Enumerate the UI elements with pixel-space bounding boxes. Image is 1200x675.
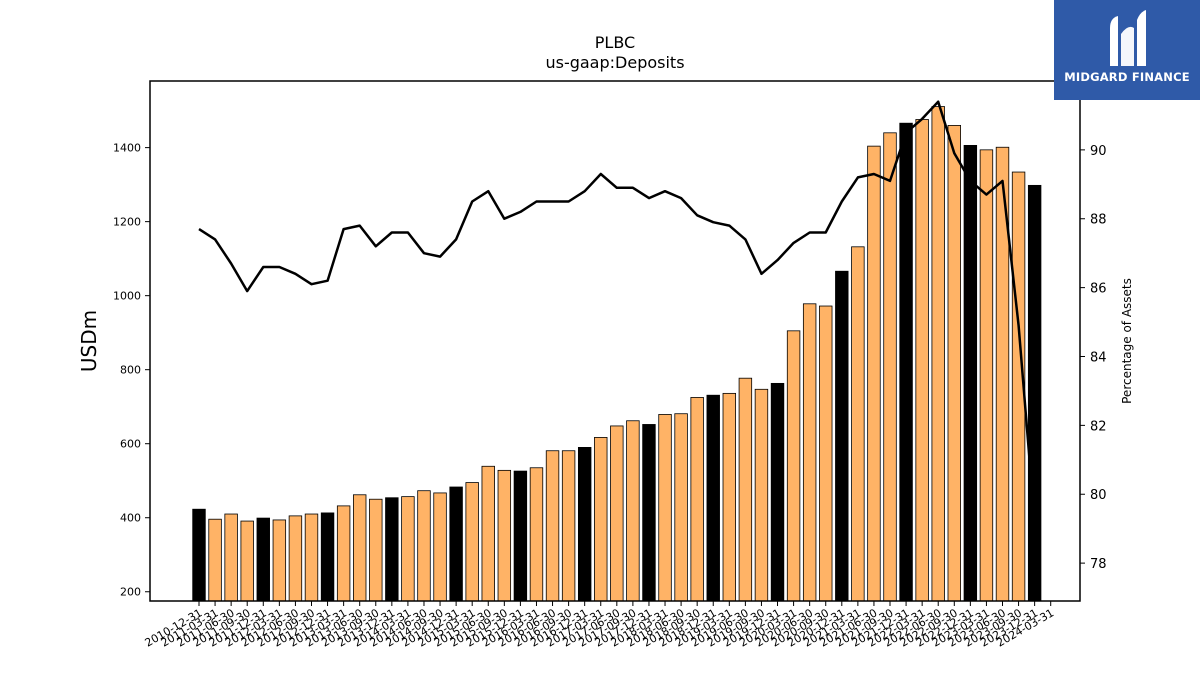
bar-2014-03-31 [401,496,415,602]
bar-2022-09-30 [947,125,961,602]
bar-2017-09-30 [626,420,640,602]
bar-2014-09-30 [433,492,447,602]
bar-2016-12-31 [577,447,592,602]
y-tick-label: 1200 [113,216,141,229]
bar-2011-06-30 [224,513,238,602]
bar-2019-03-31 [722,392,737,602]
bar-2021-09-30 [883,132,897,602]
bar-2012-12-31 [320,512,335,602]
y2-tick-label: 82 [1090,419,1107,434]
bar-2013-12-31 [385,497,399,602]
bar-2017-06-30 [610,425,624,602]
bar-2018-03-31 [658,414,672,602]
y-tick-label: 800 [120,364,141,377]
bar-2015-12-31 [513,470,528,602]
y2-tick-label: 86 [1090,282,1107,297]
chart-subtitle: us-gaap:Deposits [545,53,684,72]
bar-2012-03-31 [272,519,287,602]
y-tick-label: 1000 [113,290,141,303]
y2-tick-label: 78 [1090,557,1107,572]
bar-2012-06-30 [288,515,303,602]
bar-2019-12-31 [770,382,785,602]
bar-2022-03-31 [915,119,929,602]
y2-tick-label: 90 [1090,144,1107,159]
brand-name: MIDGARD FINANCE [1064,70,1190,84]
bar-2010-12-31 [192,508,206,602]
y-axis-label: USDm [77,310,101,372]
midgard-logo-icon [1110,10,1146,66]
bar-2016-03-31 [529,467,544,602]
bar-2016-09-30 [561,450,576,602]
percentage-line-series [198,100,1036,522]
bar-2022-06-30 [931,106,945,602]
y-tick-label: 600 [120,438,141,451]
bar-2011-03-31 [208,518,222,602]
bar-2015-06-30 [481,465,495,602]
bar-2012-09-30 [304,513,319,602]
bar-2022-12-31 [963,144,978,602]
bar-2018-06-30 [674,413,688,602]
bar-2011-12-31 [256,517,270,602]
bar-series [192,106,1042,602]
bar-2021-06-30 [867,145,881,602]
bar-2013-03-31 [336,505,351,602]
bar-2023-12-31 [1027,184,1042,602]
x-axis: 2010-12-312011-03-312011-06-302011-09-30… [143,601,1056,650]
y-tick-label: 1400 [113,142,141,155]
bar-2016-06-30 [545,450,560,602]
bar-2017-03-31 [594,437,608,602]
bar-2019-06-30 [738,377,753,602]
plot-frame [149,80,1081,602]
bar-2023-03-31 [979,149,994,602]
bar-2018-12-31 [706,394,720,602]
bar-2021-12-31 [899,122,913,602]
y-tick-label: 200 [120,586,141,599]
bar-2019-09-30 [754,388,769,602]
bar-2015-03-31 [465,482,479,602]
bar-2020-03-31 [786,330,801,602]
y2-tick-label: 84 [1090,350,1107,365]
left-y-axis: 200 400 600 800 1000 1200 1400 [113,142,150,599]
bar-2015-09-30 [497,469,512,602]
bar-2013-06-30 [352,494,367,602]
y-tick-label: 400 [120,512,141,525]
bar-2018-09-30 [690,397,704,602]
bar-2020-12-31 [835,270,849,602]
bar-2013-09-30 [369,498,383,602]
y2-tick-label: 88 [1090,213,1107,228]
bar-2014-12-31 [449,486,463,602]
percentage-line [198,100,1036,522]
y2-tick-label: 80 [1090,488,1107,503]
bar-2020-09-30 [819,305,833,602]
chart-title: PLBC [595,33,635,52]
brand-logo: MIDGARD FINANCE [1054,0,1200,100]
bar-2017-12-31 [642,424,656,602]
bar-2014-06-30 [417,490,431,602]
bar-2020-06-30 [802,303,817,602]
y2-axis-label: Percentage of Assets [1120,278,1134,404]
bar-2011-09-30 [240,520,254,602]
bar-2021-03-31 [851,246,865,602]
right-y-axis: 78 80 82 84 86 88 90 [1080,144,1107,572]
